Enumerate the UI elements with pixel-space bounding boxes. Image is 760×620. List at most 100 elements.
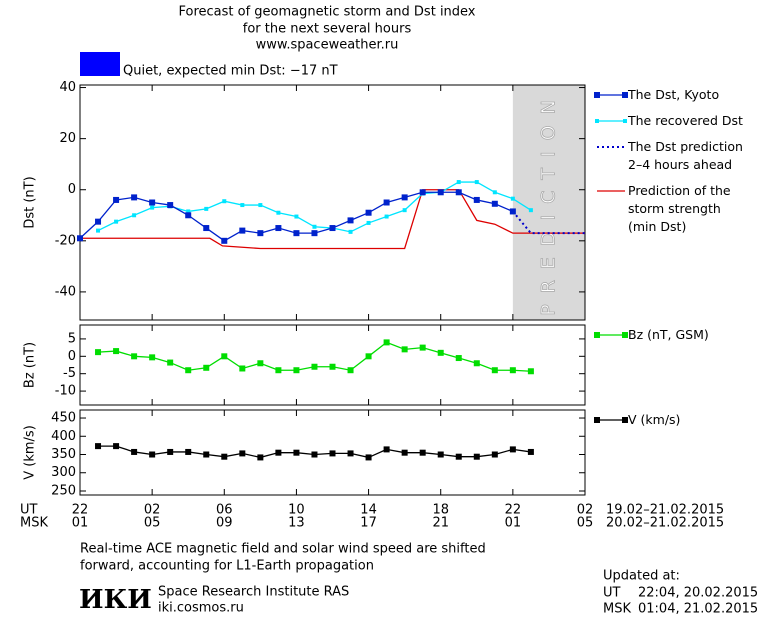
marker bbox=[96, 228, 101, 233]
marker bbox=[131, 448, 138, 455]
title: Forecast of geomagnetic storm and Dst in… bbox=[178, 5, 475, 20]
y-tick-label: 250 bbox=[51, 483, 76, 498]
y-tick-label: -10 bbox=[55, 384, 76, 399]
marker bbox=[258, 203, 263, 208]
marker bbox=[185, 448, 192, 455]
marker bbox=[185, 367, 192, 374]
updated-time: 01:04, 21.02.2015 bbox=[638, 602, 758, 617]
marker bbox=[365, 454, 372, 461]
y-axis-label: Bz (nT) bbox=[23, 342, 38, 388]
marker bbox=[473, 453, 480, 460]
series-line bbox=[97, 181, 532, 233]
legend-marker bbox=[622, 332, 628, 338]
marker bbox=[149, 354, 156, 361]
marker bbox=[276, 210, 281, 215]
marker bbox=[95, 443, 102, 450]
marker bbox=[167, 359, 174, 366]
x-tick-label: 06 bbox=[216, 503, 233, 518]
legend-marker bbox=[622, 92, 628, 98]
marker bbox=[509, 208, 516, 215]
site: iki.cosmos.ru bbox=[158, 601, 244, 616]
marker bbox=[167, 448, 174, 455]
marker bbox=[293, 367, 300, 374]
dates: 20.02–21.02.2015 bbox=[606, 516, 724, 531]
status-box bbox=[80, 52, 120, 76]
title: www.spaceweather.ru bbox=[256, 38, 399, 53]
marker bbox=[113, 443, 120, 450]
marker bbox=[132, 213, 137, 218]
marker bbox=[348, 229, 353, 234]
x-tick-label: 10 bbox=[288, 503, 305, 518]
updated-label: Updated at: bbox=[603, 569, 680, 584]
y-tick-label: 0 bbox=[68, 182, 76, 197]
y-tick-label: -20 bbox=[55, 233, 76, 248]
marker bbox=[455, 453, 462, 460]
marker bbox=[492, 190, 497, 195]
marker bbox=[221, 353, 228, 360]
marker bbox=[437, 349, 444, 356]
y-axis-label: Dst (nT) bbox=[23, 176, 38, 228]
note: forward, accounting for L1-Earth propaga… bbox=[80, 559, 374, 574]
marker bbox=[419, 189, 426, 196]
marker bbox=[437, 189, 444, 196]
marker bbox=[239, 450, 246, 457]
marker bbox=[347, 367, 354, 374]
legend-label: The Dst prediction 2–4 hours ahead bbox=[628, 139, 743, 172]
legend-label: The Dst, Kyoto bbox=[628, 87, 720, 102]
marker bbox=[239, 227, 246, 234]
prediction-band bbox=[512, 85, 585, 320]
marker bbox=[455, 189, 462, 196]
marker bbox=[311, 363, 318, 370]
legend-marker bbox=[623, 119, 627, 123]
marker bbox=[167, 202, 174, 209]
marker bbox=[204, 206, 209, 211]
y-tick-label: 40 bbox=[59, 80, 76, 95]
x-tick-label: 14 bbox=[360, 503, 377, 518]
y-tick-label: 20 bbox=[59, 131, 76, 146]
y-tick-label: 450 bbox=[51, 411, 76, 426]
marker bbox=[455, 355, 462, 362]
status: Quiet, expected min Dst: −17 nT bbox=[123, 64, 338, 79]
marker bbox=[149, 451, 156, 458]
marker bbox=[491, 200, 498, 207]
y-tick-label: 0 bbox=[68, 349, 76, 364]
updated-time: 22:04, 20.02.2015 bbox=[638, 586, 758, 601]
marker bbox=[131, 194, 138, 201]
marker bbox=[149, 199, 156, 206]
marker bbox=[257, 230, 264, 237]
marker bbox=[311, 451, 318, 458]
legend-label: V (km/s) bbox=[628, 412, 681, 427]
marker bbox=[528, 208, 533, 213]
legend-marker bbox=[595, 119, 599, 123]
legend-marker bbox=[622, 417, 628, 423]
marker bbox=[383, 199, 390, 206]
marker bbox=[186, 209, 191, 214]
plot-frame bbox=[79, 409, 586, 496]
marker bbox=[95, 218, 102, 225]
marker bbox=[527, 368, 534, 375]
marker bbox=[311, 230, 318, 237]
marker bbox=[419, 449, 426, 456]
marker bbox=[257, 454, 264, 461]
marker bbox=[383, 339, 390, 346]
updated-zone: UT bbox=[603, 586, 621, 601]
y-tick-label: 350 bbox=[51, 447, 76, 462]
marker bbox=[221, 453, 228, 460]
x-tick-label: 01 bbox=[72, 516, 89, 531]
dates: 19.02–21.02.2015 bbox=[606, 503, 724, 518]
marker bbox=[491, 451, 498, 458]
marker bbox=[473, 196, 480, 203]
x-tick-label: 09 bbox=[216, 516, 233, 531]
marker bbox=[365, 353, 372, 360]
marker bbox=[402, 208, 407, 213]
marker bbox=[275, 225, 282, 232]
marker bbox=[347, 217, 354, 224]
marker bbox=[312, 224, 317, 229]
y-tick-label: 400 bbox=[51, 429, 76, 444]
marker bbox=[95, 349, 102, 356]
marker bbox=[293, 230, 300, 237]
marker bbox=[131, 353, 138, 360]
x-tick-label: 22 bbox=[72, 503, 89, 518]
y-tick-label: 300 bbox=[51, 465, 76, 480]
